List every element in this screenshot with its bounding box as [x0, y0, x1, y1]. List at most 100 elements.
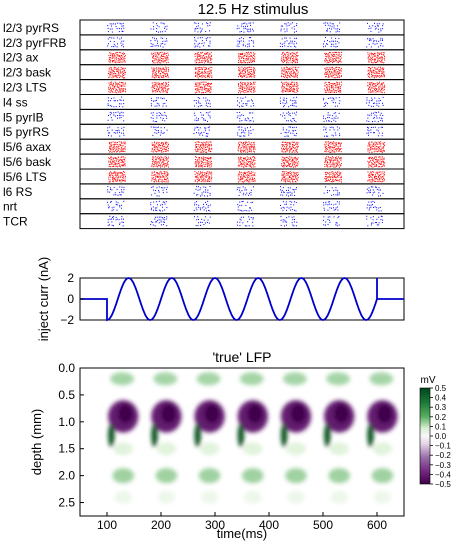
- spike-mark: [373, 160, 375, 162]
- spike-mark: [160, 62, 162, 64]
- spike-mark: [160, 149, 162, 151]
- spike-mark: [117, 147, 119, 149]
- spike-mark: [330, 56, 332, 58]
- spike-mark: [291, 55, 293, 57]
- raster-burst: [280, 111, 297, 123]
- spike-mark: [329, 70, 330, 72]
- spike-mark: [197, 84, 199, 86]
- spike-mark: [122, 161, 124, 163]
- spike-mark: [208, 180, 210, 182]
- spike-mark: [242, 181, 244, 183]
- spike-mark: [210, 56, 212, 58]
- spike-mark: [152, 151, 154, 153]
- spike-mark: [252, 177, 254, 179]
- spike-mark: [239, 225, 241, 227]
- spike-mark: [334, 55, 336, 57]
- spike-mark: [206, 59, 208, 61]
- spike-mark: [245, 54, 247, 56]
- spike-mark: [203, 203, 204, 205]
- spike-mark: [196, 56, 198, 58]
- spike-mark: [379, 89, 381, 91]
- spike-mark: [158, 219, 160, 221]
- spike-mark: [242, 131, 244, 133]
- spike-mark: [156, 73, 157, 75]
- spike-mark: [209, 147, 210, 149]
- spike-mark: [243, 143, 244, 145]
- spike-mark: [281, 60, 283, 62]
- spike-mark: [167, 85, 169, 87]
- spike-mark: [327, 158, 329, 160]
- spike-mark: [369, 54, 370, 56]
- spike-mark: [294, 158, 296, 160]
- spike-mark: [156, 25, 158, 27]
- spike-mark: [325, 151, 327, 153]
- spike-mark: [368, 157, 370, 159]
- spike-mark: [369, 179, 371, 181]
- spike-mark: [110, 171, 111, 173]
- spike-mark: [297, 176, 299, 178]
- spike-mark: [339, 22, 341, 24]
- spike-mark: [242, 103, 244, 105]
- spike-mark: [370, 131, 372, 133]
- spike-mark: [205, 72, 207, 74]
- spike-mark: [111, 144, 113, 146]
- raster-burst: [194, 51, 213, 64]
- spike-mark: [367, 117, 369, 119]
- spike-mark: [117, 194, 119, 196]
- spike-mark: [340, 91, 342, 93]
- raster-burst: [150, 111, 168, 123]
- spike-mark: [158, 178, 160, 180]
- spike-mark: [245, 61, 247, 63]
- spike-mark: [330, 173, 332, 175]
- lfp-cell: [285, 468, 307, 484]
- spike-mark: [296, 52, 298, 54]
- spike-mark: [208, 73, 210, 75]
- spike-mark: [330, 75, 332, 77]
- spike-mark: [247, 117, 249, 119]
- spike-mark: [328, 117, 330, 119]
- spike-mark: [239, 111, 241, 113]
- spike-mark: [251, 142, 253, 144]
- spike-mark: [123, 120, 125, 122]
- spike-mark: [203, 75, 204, 77]
- spike-mark: [247, 127, 248, 129]
- spike-mark: [286, 76, 288, 78]
- spike-mark: [382, 192, 384, 194]
- spike-mark: [335, 67, 337, 69]
- spike-mark: [209, 176, 210, 178]
- spike-mark: [281, 43, 283, 45]
- spike-mark: [337, 165, 339, 167]
- spike-mark: [328, 173, 330, 175]
- spike-mark: [199, 27, 201, 29]
- spike-mark: [197, 225, 199, 227]
- spike-mark: [241, 165, 243, 167]
- spike-mark: [165, 115, 167, 117]
- spike-mark: [124, 83, 126, 85]
- spike-mark: [122, 165, 124, 167]
- spike-mark: [110, 69, 112, 71]
- spike-mark: [208, 171, 210, 173]
- spike-mark: [334, 84, 336, 86]
- spike-mark: [373, 147, 375, 149]
- spike-mark: [124, 88, 126, 90]
- spike-mark: [108, 149, 110, 151]
- spike-mark: [155, 71, 156, 73]
- spike-mark: [162, 161, 164, 163]
- spike-mark: [249, 171, 251, 173]
- spike-mark: [332, 74, 334, 76]
- spike-mark: [327, 190, 328, 192]
- spike-mark: [379, 162, 381, 164]
- spike-mark: [198, 55, 200, 57]
- raster-burst: [151, 156, 169, 168]
- spike-mark: [294, 162, 296, 164]
- spike-mark: [374, 162, 375, 164]
- spike-mark: [383, 69, 384, 71]
- spike-mark: [296, 52, 297, 54]
- spike-mark: [155, 179, 157, 181]
- spike-mark: [289, 90, 290, 92]
- spike-mark: [114, 57, 116, 59]
- spike-mark: [161, 60, 163, 62]
- spike-mark: [334, 175, 336, 177]
- spike-mark: [254, 53, 256, 55]
- spike-mark: [117, 146, 119, 148]
